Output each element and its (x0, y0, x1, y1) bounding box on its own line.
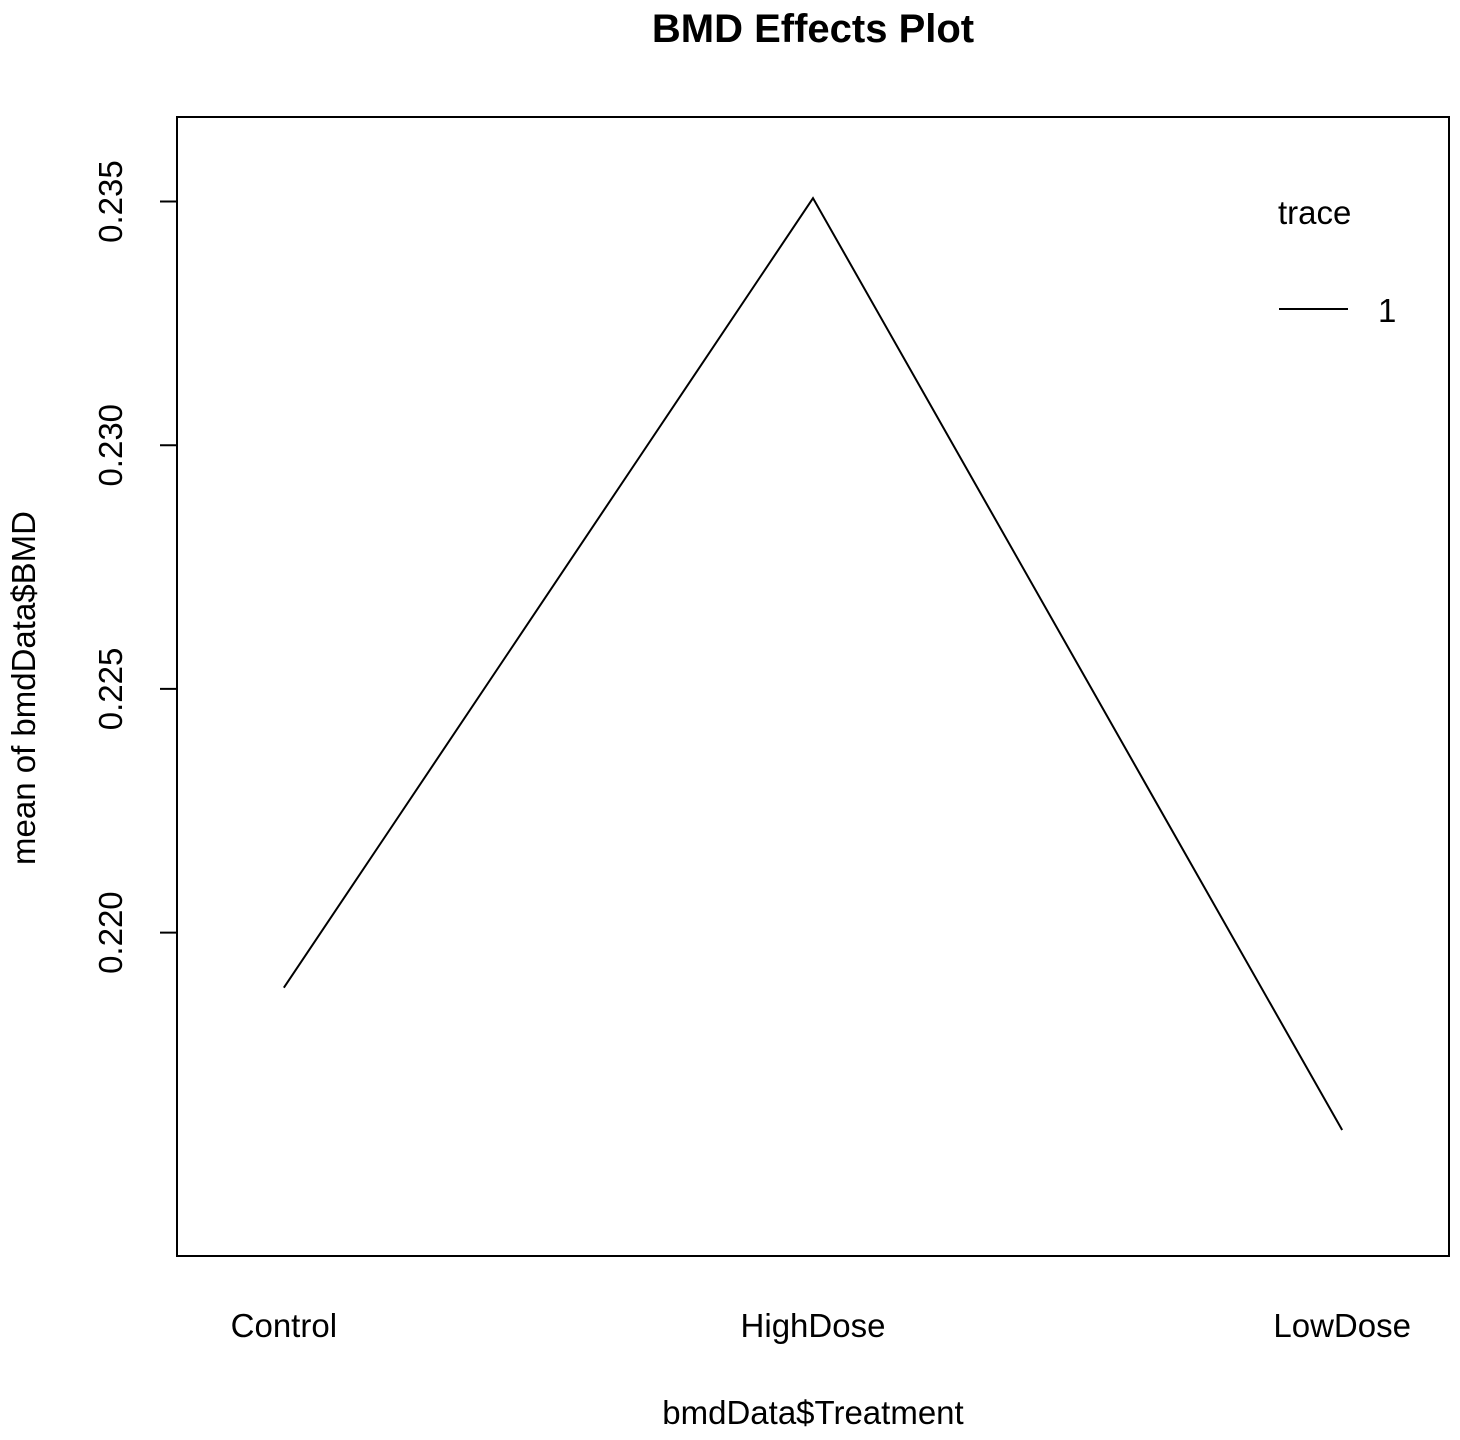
series-line-1 (283, 196, 1344, 1131)
x-tick-label: Control (231, 1307, 337, 1344)
x-axis-label: bmdData$Treatment (662, 1394, 963, 1431)
y-tick-label: 0.230 (92, 404, 129, 487)
legend-entry: 1 (1378, 292, 1396, 329)
y-tick-label: 0.235 (92, 160, 129, 243)
legend-title: trace (1278, 194, 1351, 231)
chart-title: BMD Effects Plot (652, 7, 974, 51)
x-tick-label: LowDose (1273, 1307, 1411, 1344)
y-tick-label: 0.225 (92, 648, 129, 731)
x-tick-label: HighDose (741, 1307, 886, 1344)
x-axis: Control HighDose LowDose (231, 1307, 1411, 1344)
plot-frame (176, 116, 1450, 1257)
legend: trace 1 (1278, 194, 1396, 329)
y-axis: 0.220 0.225 0.230 0.235 (92, 160, 178, 974)
series-layer (283, 196, 1344, 1131)
y-tick-label: 0.220 (92, 891, 129, 974)
y-axis-label: mean of bmdData$BMD (5, 511, 42, 865)
